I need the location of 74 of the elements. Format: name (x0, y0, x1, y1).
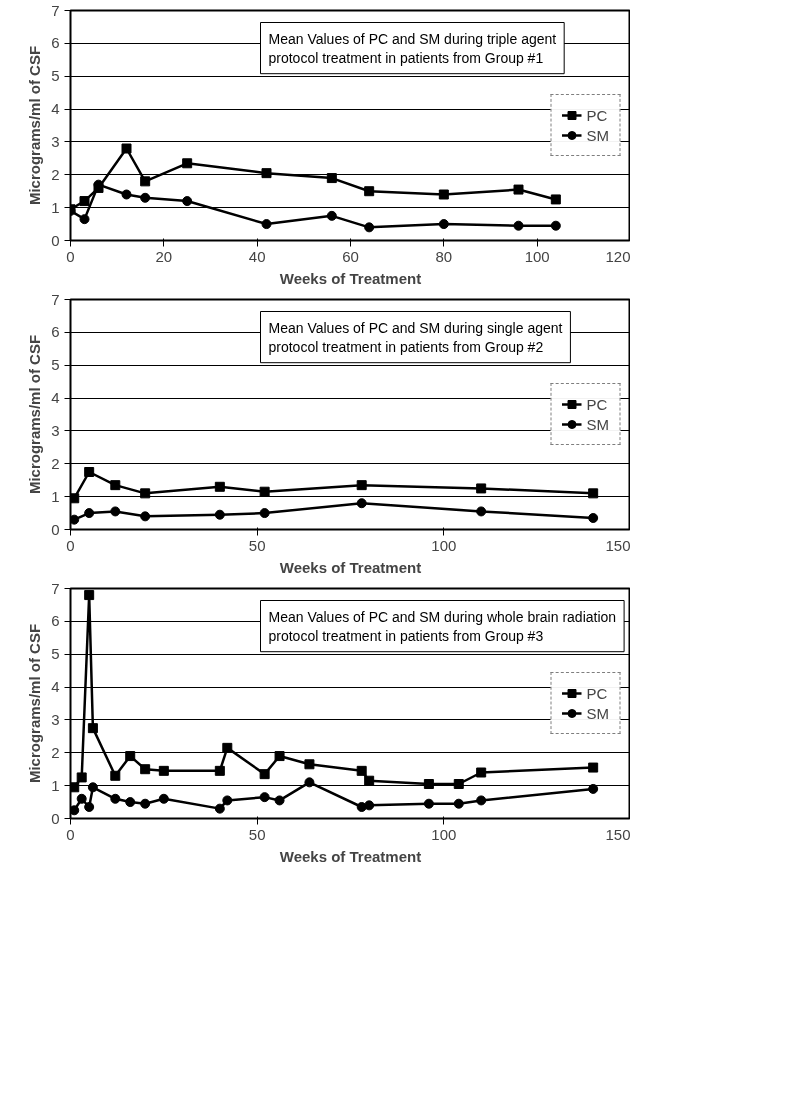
y-tick-label: 5 (51, 645, 60, 663)
point (182, 196, 193, 207)
point (364, 186, 375, 197)
legend-label: PC (586, 684, 608, 702)
x-tick-label: 0 (66, 536, 75, 554)
y-tick-label: 7 (51, 290, 60, 308)
x-tick-label: 150 (605, 825, 631, 843)
legend-label: PC (586, 106, 608, 124)
x-tick-label: 80 (435, 247, 453, 265)
x-axis-title: Weeks of Treatment (279, 269, 422, 287)
x-axis-title: Weeks of Treatment (279, 847, 422, 865)
y-tick-label: 6 (51, 323, 60, 341)
text: Mean Values of PC and SM during triple agent protocol treatment in patients from Group #1 (268, 30, 557, 66)
y-tick-label: 4 (51, 100, 60, 118)
point (364, 222, 375, 233)
y-tick-label: 5 (51, 356, 60, 374)
x-tick-label: 50 (248, 825, 266, 843)
x-tick-label: 100 (524, 247, 550, 265)
point (326, 173, 337, 184)
x-tick-label: 20 (155, 247, 173, 265)
x-axis-title: Weeks of Treatment (279, 558, 422, 576)
point (550, 220, 561, 231)
point (261, 219, 272, 230)
x-tick-label: 50 (248, 536, 266, 554)
y-tick-label: 5 (51, 67, 60, 85)
y-tick-label: 0 (51, 809, 60, 827)
point (121, 189, 132, 200)
point (513, 184, 524, 195)
point (438, 189, 449, 200)
point (261, 168, 272, 179)
point (513, 220, 524, 231)
y-axis-title: Micrograms/ml of CSF (26, 334, 44, 495)
x-tick-label: 0 (66, 825, 75, 843)
point (550, 194, 561, 205)
x-tick-label: 0 (66, 247, 75, 265)
x-tick-label: 40 (248, 247, 266, 265)
point (79, 214, 90, 225)
y-tick-label: 0 (51, 231, 60, 249)
legend-label: SM (586, 704, 609, 722)
y-tick-label: 2 (51, 454, 60, 472)
y-tick-label: 1 (51, 487, 60, 505)
point (140, 192, 151, 203)
point (182, 158, 193, 169)
text: Mean Values of PC and SM during single agent protocol treatment in patients from Group #2 (268, 319, 563, 355)
y-tick-label: 1 (51, 776, 60, 794)
y-axis-title: Micrograms/ml of CSF (26, 623, 44, 784)
y-tick-label: 2 (51, 743, 60, 761)
y-tick-label: 3 (51, 710, 60, 728)
legend-label: PC (586, 395, 608, 413)
point (140, 176, 151, 187)
y-tick-label: 6 (51, 34, 60, 52)
y-tick-label: 6 (51, 612, 60, 630)
y-tick-label: 4 (51, 678, 60, 696)
point (79, 196, 90, 207)
point (121, 143, 132, 154)
y-tick-label: 7 (51, 579, 60, 597)
point (326, 210, 337, 221)
y-tick-label: 0 (51, 520, 60, 538)
y-tick-label: 7 (51, 1, 60, 19)
y-axis-title: Micrograms/ml of CSF (26, 45, 44, 206)
x-tick-label: 100 (431, 536, 457, 554)
point (438, 219, 449, 230)
legend-label: SM (586, 415, 609, 433)
x-tick-label: 120 (605, 247, 631, 265)
legend-label: SM (586, 126, 609, 144)
y-tick-label: 4 (51, 389, 60, 407)
y-tick-label: 3 (51, 421, 60, 439)
y-tick-label: 3 (51, 132, 60, 150)
text: Mean Values of PC and SM during whole brain radiation protocol treatment in patients from Group #3 (268, 608, 617, 644)
x-tick-label: 60 (342, 247, 359, 265)
x-tick-label: 100 (431, 825, 457, 843)
y-tick-label: 2 (51, 165, 60, 183)
x-tick-label: 150 (605, 536, 631, 554)
y-tick-label: 1 (51, 198, 60, 216)
